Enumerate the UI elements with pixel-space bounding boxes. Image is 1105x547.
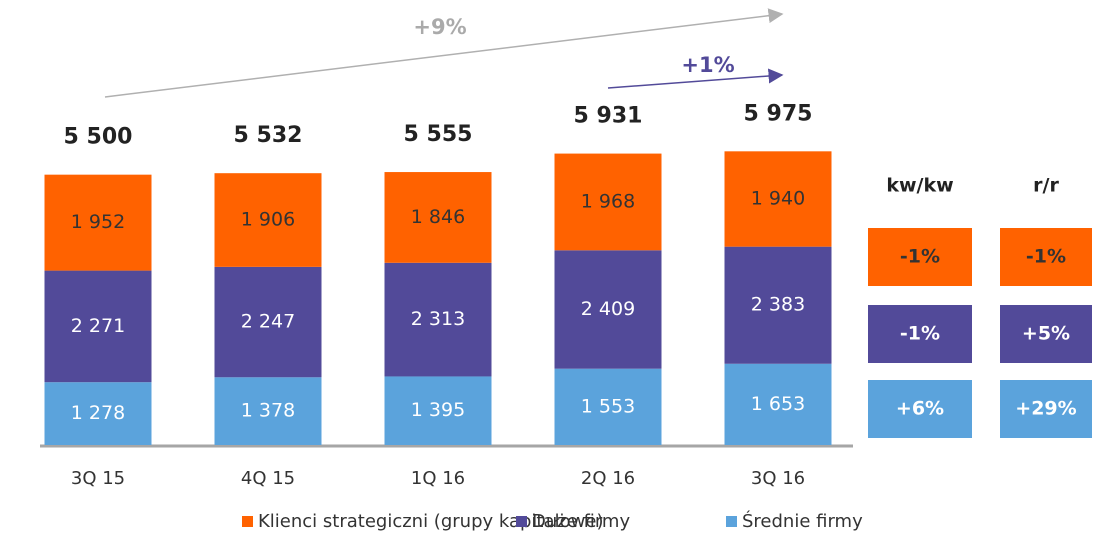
bar-segment — [214, 377, 322, 445]
bar-segment — [44, 270, 152, 383]
value-label: 1 968 — [581, 190, 635, 212]
total-label: 5 532 — [234, 123, 303, 148]
bar-segment — [44, 174, 152, 271]
change-value: -1% — [900, 246, 940, 268]
value-label: 2 271 — [71, 315, 125, 337]
value-label: 1 940 — [751, 187, 805, 209]
bar-segment — [724, 151, 832, 247]
legend-swatch — [516, 516, 527, 527]
change-box — [868, 228, 972, 286]
total-label: 5 931 — [574, 104, 643, 129]
total-label: 5 500 — [64, 125, 133, 150]
value-label: 2 409 — [581, 298, 635, 320]
annotation: +9% — [413, 15, 466, 39]
value-label: 2 313 — [411, 308, 465, 330]
x-tick-label: 3Q 15 — [71, 468, 125, 489]
legend-label: Średnie firmy — [742, 510, 863, 532]
legend-swatch — [242, 516, 253, 527]
x-tick-label: 1Q 16 — [411, 468, 465, 489]
bar-segment — [554, 153, 662, 251]
bar-segment — [724, 363, 832, 445]
bar-segment — [214, 173, 322, 267]
column-header: kw/kw — [886, 175, 953, 197]
column-header: r/r — [1033, 175, 1059, 197]
bar-segment — [384, 172, 492, 263]
x-tick-label: 4Q 15 — [241, 468, 295, 489]
annotation: +1% — [681, 53, 734, 77]
bar-segment — [214, 266, 322, 378]
bar-segment — [554, 368, 662, 445]
bar-segment — [554, 250, 662, 369]
legend-swatch — [726, 516, 737, 527]
change-box — [868, 380, 972, 438]
total-label: 5 555 — [404, 122, 473, 147]
change-box — [868, 305, 972, 363]
value-label: 1 278 — [71, 402, 125, 424]
value-label: 1 378 — [241, 400, 295, 422]
change-box — [1000, 228, 1092, 286]
change-value: +29% — [1015, 398, 1076, 420]
bar-segment — [44, 382, 152, 445]
change-value: +5% — [1022, 323, 1070, 345]
value-label: 2 247 — [241, 311, 295, 333]
trend-arrow — [104, 8, 784, 98]
total-label: 5 975 — [744, 101, 813, 126]
bar-segment — [724, 246, 832, 364]
change-box — [1000, 380, 1092, 438]
value-label: 1 846 — [411, 206, 465, 228]
x-tick-label: 3Q 16 — [751, 468, 805, 489]
trend-arrow — [607, 68, 784, 89]
value-label: 1 395 — [411, 399, 465, 421]
value-label: 1 553 — [581, 395, 635, 417]
x-tick-label: 2Q 16 — [581, 468, 635, 489]
value-label: 1 906 — [241, 209, 295, 231]
legend-label: Duże firmy — [532, 511, 630, 532]
bar-segment — [384, 376, 492, 445]
change-box — [1000, 305, 1092, 363]
bar-segment — [384, 262, 492, 377]
value-label: 1 952 — [71, 211, 125, 233]
change-value: -1% — [900, 323, 940, 345]
change-value: +6% — [896, 398, 944, 420]
change-value: -1% — [1026, 246, 1066, 268]
value-label: 1 653 — [751, 393, 805, 415]
value-label: 2 383 — [751, 294, 805, 316]
